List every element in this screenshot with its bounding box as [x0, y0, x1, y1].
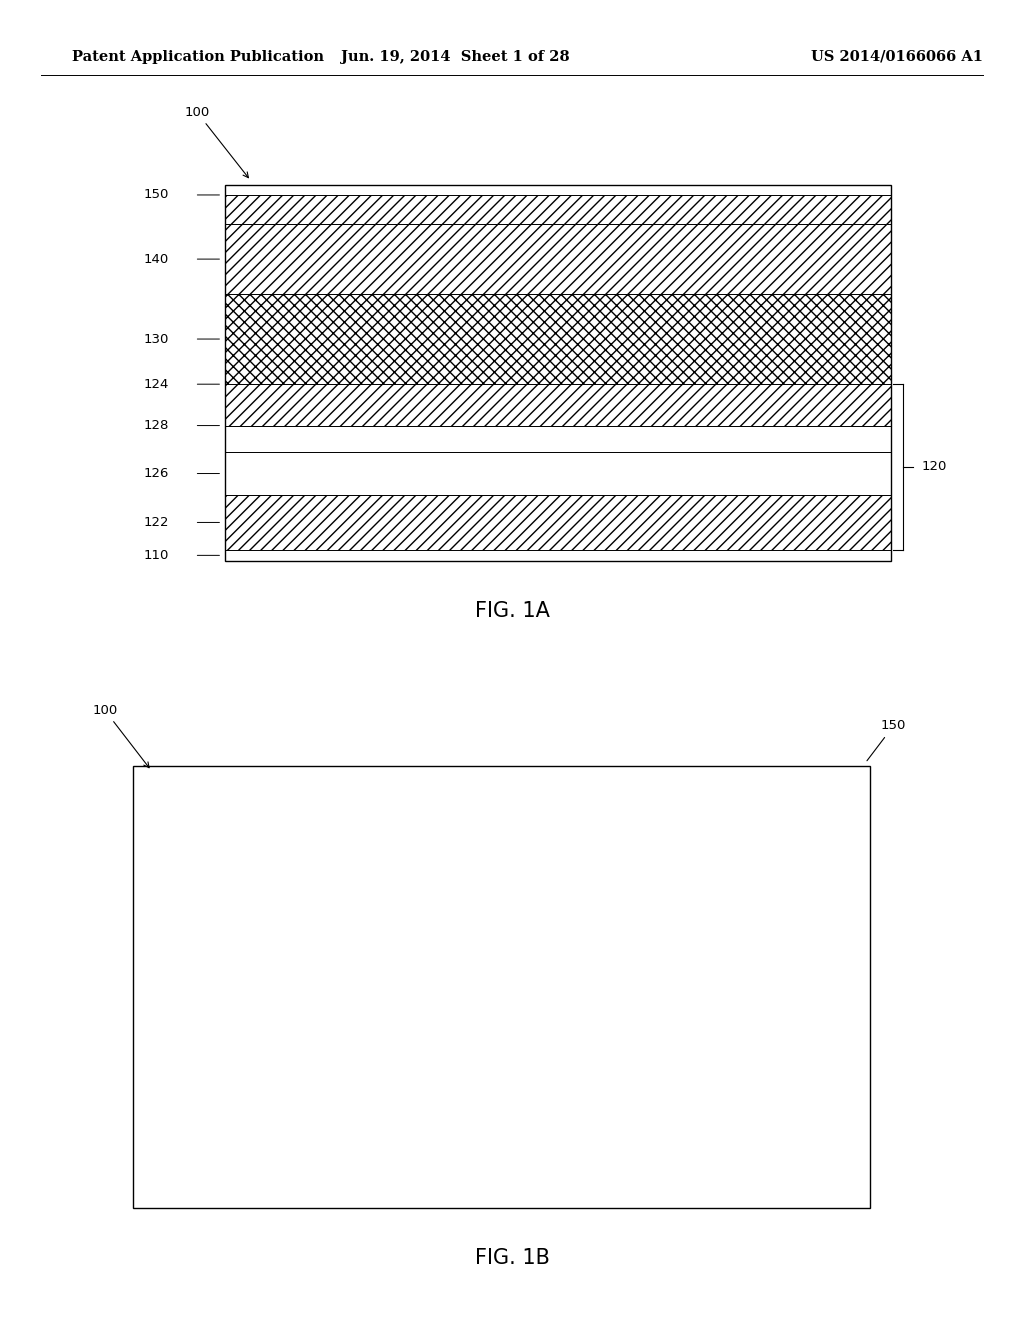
Text: 140: 140	[143, 252, 169, 265]
Text: 126: 126	[143, 467, 169, 480]
Text: 122: 122	[143, 516, 169, 529]
Text: 124: 124	[143, 378, 169, 391]
Bar	[225, 451, 891, 495]
Bar	[225, 384, 891, 425]
Text: 110: 110	[143, 549, 169, 562]
Bar	[225, 294, 891, 384]
Text: 100: 100	[92, 704, 150, 768]
Text: FIG. 1A: FIG. 1A	[474, 601, 550, 622]
Text: Patent Application Publication: Patent Application Publication	[72, 50, 324, 63]
Text: 120: 120	[922, 461, 947, 474]
Bar	[225, 195, 891, 224]
Text: 128: 128	[143, 418, 169, 432]
Bar	[225, 224, 891, 294]
Text: 150: 150	[867, 719, 906, 760]
Text: 130: 130	[143, 333, 169, 346]
Text: FIG. 1B: FIG. 1B	[474, 1247, 550, 1269]
Text: 150: 150	[143, 189, 169, 202]
Bar	[133, 766, 870, 1208]
Text: US 2014/0166066 A1: US 2014/0166066 A1	[811, 50, 983, 63]
Text: 100: 100	[184, 106, 249, 178]
Bar	[225, 185, 891, 561]
Bar	[225, 495, 891, 549]
Text: Jun. 19, 2014  Sheet 1 of 28: Jun. 19, 2014 Sheet 1 of 28	[341, 50, 570, 63]
Bar	[225, 425, 891, 451]
